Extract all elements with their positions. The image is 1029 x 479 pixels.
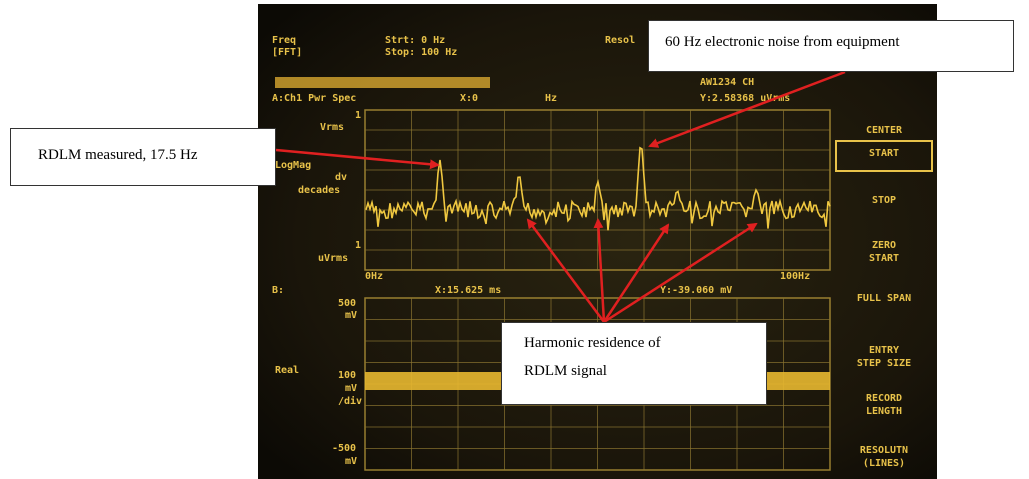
screen-label: mV xyxy=(345,456,357,467)
screen-label: /div xyxy=(338,395,362,407)
screen-label: -500 xyxy=(332,443,356,454)
screen-label: LogMag xyxy=(275,160,311,171)
screen-label: 0Hz xyxy=(365,271,383,282)
softkey-label: ENTRY xyxy=(869,345,899,356)
softkey-label: RECORD xyxy=(866,393,902,404)
screen-label: mV xyxy=(345,310,357,321)
page: Freq[FFT] Strt: 0 HzStop: 100 Hz Resol AW12… xyxy=(0,0,1029,479)
softkey-label: (LINES) xyxy=(863,458,905,469)
screen-label: 1 xyxy=(355,240,361,251)
annotation-text: Harmonic residence of xyxy=(524,335,661,352)
screen-label: Hz xyxy=(545,93,557,104)
screen-label: decades xyxy=(298,185,340,196)
screen-label: dv xyxy=(335,172,347,183)
screen-label: X:15.625 ms xyxy=(435,285,501,296)
screen-label: 100 xyxy=(338,370,356,381)
screen-label: Vrms xyxy=(320,122,344,133)
screen-label: Freq xyxy=(272,35,296,46)
screen-label: Stop: 100 Hz xyxy=(385,47,457,58)
annotation-box: RDLM measured, 17.5 Hz xyxy=(10,128,276,186)
screen-label: Y:-39.060 mV xyxy=(660,285,732,296)
screen-label: Strt: 0 Hz xyxy=(385,35,445,46)
screen-label: B: xyxy=(272,285,284,296)
screen-label: 500 xyxy=(338,298,356,309)
annotation-text: RDLM measured, 17.5 Hz xyxy=(38,147,198,164)
screen-label: mV xyxy=(345,383,357,394)
screen-label: Resol xyxy=(605,35,635,46)
screen-label: X:0 xyxy=(460,93,478,104)
status-bar xyxy=(275,77,490,88)
annotation-box: Harmonic residence of RDLM signal xyxy=(501,322,767,405)
softkey-label: STOP xyxy=(872,195,896,206)
softkey-label: LENGTH xyxy=(866,406,902,417)
softkey-label: RESOLUTN xyxy=(860,445,908,456)
screen-label: [FFT] xyxy=(272,47,302,58)
annotation-text: 60 Hz electronic noise from equipment xyxy=(665,34,900,51)
screen-label: AW1234 CH xyxy=(700,77,754,88)
screen-label: 100Hz xyxy=(780,271,810,282)
screen-label: uVrms xyxy=(318,253,348,264)
annotation-box: 60 Hz electronic noise from equipment xyxy=(648,20,1014,72)
screen-label: Real xyxy=(275,365,299,376)
screen-label: A:Ch1 Pwr Spec xyxy=(272,93,356,104)
softkey-label: START xyxy=(869,148,899,159)
softkey-label: ZERO xyxy=(872,240,896,251)
annotation-text: RDLM signal xyxy=(524,363,607,380)
screen-label: 1 xyxy=(355,110,361,121)
softkey-label: FULL SPAN xyxy=(857,293,911,304)
softkey-label: CENTER xyxy=(866,125,903,136)
softkey-label: STEP SIZE xyxy=(857,358,911,369)
softkey-label: START xyxy=(869,253,899,264)
